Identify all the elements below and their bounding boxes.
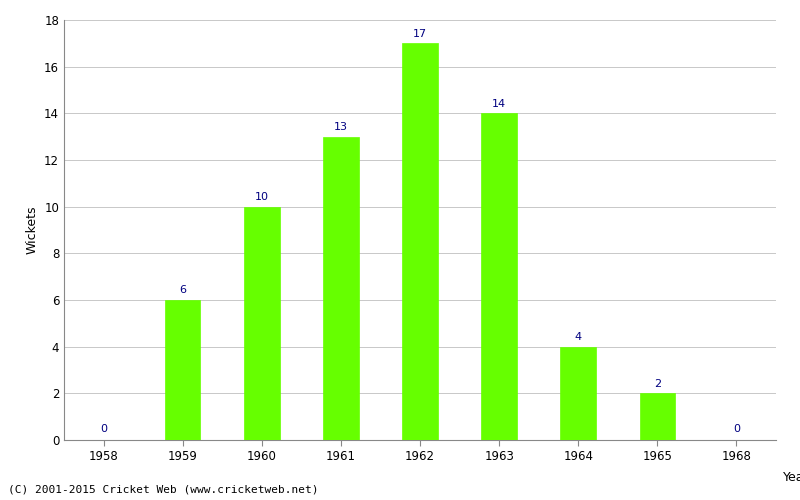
Bar <box>323 136 358 440</box>
Bar <box>482 114 517 440</box>
Bar <box>639 394 675 440</box>
Text: 17: 17 <box>413 28 427 38</box>
Text: 0: 0 <box>100 424 107 434</box>
Y-axis label: Wickets: Wickets <box>26 206 38 254</box>
Text: 10: 10 <box>254 192 269 202</box>
Text: 14: 14 <box>492 98 506 108</box>
Text: 6: 6 <box>179 286 186 296</box>
Text: Year: Year <box>783 470 800 484</box>
Text: 13: 13 <box>334 122 348 132</box>
Bar <box>561 346 596 440</box>
Text: 2: 2 <box>654 378 661 388</box>
Text: 0: 0 <box>733 424 740 434</box>
Bar <box>165 300 201 440</box>
Text: (C) 2001-2015 Cricket Web (www.cricketweb.net): (C) 2001-2015 Cricket Web (www.cricketwe… <box>8 485 318 495</box>
Text: 4: 4 <box>574 332 582 342</box>
Bar <box>402 44 438 440</box>
Bar <box>244 206 279 440</box>
